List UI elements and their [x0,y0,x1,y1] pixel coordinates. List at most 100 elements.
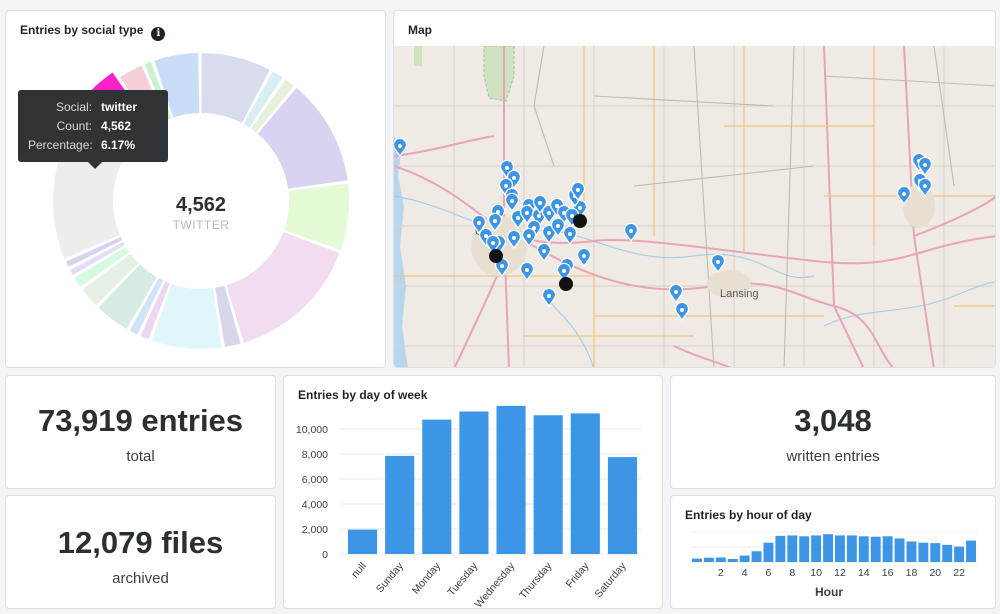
donut-slice[interactable] [74,246,130,287]
map-pin-dot [576,188,580,192]
map-pin-dot [556,224,560,228]
donut-slice[interactable] [284,183,349,250]
map-pin-dot [547,211,551,215]
x-tick-label: 10 [810,567,822,579]
park-area [414,46,422,66]
map-pin-dot [398,144,402,148]
hour-bar[interactable] [787,535,798,562]
bar-sunday[interactable] [385,455,415,554]
bar-saturday[interactable] [607,457,637,554]
hour-bar[interactable] [692,558,702,562]
x-tick-label: 22 [953,567,965,579]
total-entries-label: total [126,448,155,465]
hour-bar[interactable] [703,557,714,562]
map-pin-dot [491,241,495,245]
map-pin-dot [923,184,927,188]
donut-slice[interactable] [82,253,139,306]
hour-bar[interactable] [906,541,917,562]
donut-slice[interactable] [257,87,348,189]
hour-bar[interactable] [858,536,869,562]
bar-null[interactable] [348,529,378,554]
hour-bar[interactable] [918,542,929,562]
map-card: Map [393,10,996,368]
map-pin-dot [505,166,509,170]
donut-slice[interactable] [140,281,170,340]
donut-slice[interactable] [154,53,200,118]
donut-slice[interactable] [65,237,123,267]
map-cluster-marker[interactable] [559,277,573,291]
map-view[interactable]: Lansing Gr [394,46,996,368]
map-marker-layer[interactable] [394,137,933,322]
hour-bar[interactable] [870,536,881,562]
hour-bar[interactable] [942,544,953,562]
total-entries-card: 73,919 entries total [5,375,276,489]
x-tick-label: 12 [834,567,846,579]
hour-bar[interactable] [823,534,833,562]
written-entries-card: 3,048 written entries [670,375,996,489]
hour-bar[interactable] [727,559,738,562]
y-tick-label: 10,000 [296,424,328,436]
bar-wednesday[interactable] [496,405,526,554]
day-of-week-bar-chart[interactable]: 0 2,000 4,000 6,000 8,000 10,000 null Sunday Mon… [284,376,664,610]
donut-slice[interactable] [151,283,222,350]
tooltip-percentage-value: 6.17% [101,138,136,152]
y-tick-label: 2,000 [302,524,328,536]
social-type-title: Entries by social type i [20,23,166,41]
donut-slice[interactable] [243,71,283,128]
donut-slice[interactable] [98,264,157,329]
hour-bar[interactable] [799,536,810,562]
hour-bar[interactable] [846,535,857,562]
urban-area [707,270,751,298]
info-icon[interactable]: i [151,27,166,41]
donut-slice[interactable] [251,79,294,133]
map-cluster-marker[interactable] [489,249,503,263]
y-tick-label: 6,000 [302,474,328,486]
map-pin-dot [504,184,508,188]
county-roads [533,46,995,367]
donut-slice[interactable] [201,53,270,124]
secondary-roads [394,46,995,367]
social-type-donut-chart[interactable] [6,11,387,369]
hour-bar[interactable] [835,535,845,562]
donut-slice[interactable] [215,285,241,348]
map-pin-dot [902,192,906,196]
hour-bar[interactable] [894,538,905,562]
donut-slice[interactable] [70,242,125,276]
hour-bar[interactable] [763,542,774,562]
hour-of-day-card: Entries by hour of day 2 4 6 8 10 12 14 16 18 20 2… [670,495,996,609]
hour-of-day-bar-chart[interactable]: 2 4 6 8 10 12 14 16 18 20 22 Hour [671,496,997,610]
map-pin-dot [538,201,542,205]
urban-area [903,184,935,228]
map-cluster-marker[interactable] [573,214,587,228]
donut-center-value: 4,562 [175,194,227,216]
bar-monday[interactable] [422,419,452,554]
hour-bar[interactable] [811,535,822,562]
map-pin-dot [674,290,678,294]
bar-thursday[interactable] [533,415,563,554]
total-entries-count: 73,919 entries [37,403,244,438]
map-pin-dot [484,234,488,238]
donut-slice[interactable] [226,231,340,343]
x-tick-label: Tuesday [445,560,480,599]
map-pin-dot [562,269,566,273]
hour-bar[interactable] [715,557,726,563]
bar-tuesday[interactable] [459,411,489,555]
hour-bar[interactable] [775,535,786,562]
hour-bar[interactable] [739,555,750,562]
x-tick-label: Wednesday [473,560,518,610]
donut-slice[interactable] [129,278,164,335]
hour-bar[interactable] [930,543,941,562]
hour-bar[interactable] [751,551,762,562]
map-pin-dot [555,204,559,208]
map-pin-dot [537,214,541,218]
map-pin-dot [716,260,720,264]
files-archived-card: 12,079 files archived [5,495,276,609]
x-tick-label: 18 [906,567,918,579]
hour-bar[interactable] [954,546,965,562]
hour-bar[interactable] [882,536,893,562]
hour-bar[interactable] [966,540,976,562]
map-pin-dot [542,249,546,253]
map-pin-dot [570,214,574,218]
bar-friday[interactable] [570,413,600,554]
x-tick-label: 2 [718,567,724,579]
